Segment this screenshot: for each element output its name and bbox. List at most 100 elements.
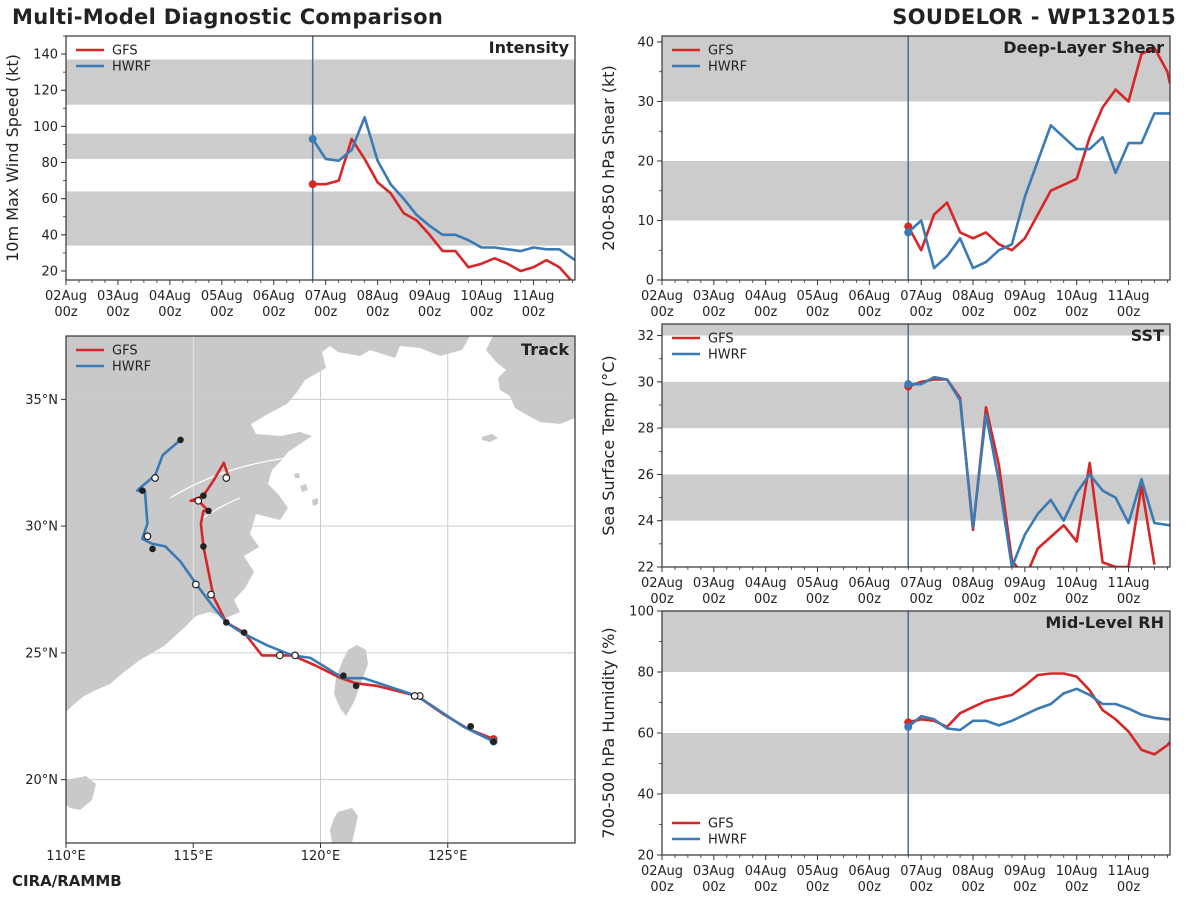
shear-xtick-label: 09Aug <box>1004 289 1046 304</box>
sst-chart: 22242628303202Aug00z03Aug00z04Aug00z05Au… <box>599 323 1171 607</box>
track-ytick-label: 25°N <box>25 646 58 661</box>
rh-panel-title: Mid-Level RH <box>1045 613 1164 632</box>
track-marker-filled-hwrf <box>139 487 146 494</box>
sst-xtick-label: 10Aug <box>1056 576 1098 591</box>
sst-xtick-label: 07Aug <box>900 576 942 591</box>
track-marker-filled-hwrf <box>149 545 156 553</box>
sst-xtick-label: 00z <box>806 592 830 607</box>
intensity-xtick-label: 00z <box>54 305 78 320</box>
sst-xtick-label: 03Aug <box>693 576 735 591</box>
intensity-legend-label: HWRF <box>112 60 151 75</box>
rh-xtick-label: 00z <box>1117 880 1141 895</box>
sst-xtick-label: 00z <box>1117 592 1141 607</box>
intensity-legend-label: GFS <box>112 44 138 59</box>
rh-xtick-label: 00z <box>858 880 882 895</box>
shear-ytick-label: 40 <box>637 35 654 50</box>
shear-ytick-label: 30 <box>637 95 654 110</box>
intensity-chart: 2040608010012014002Aug00z03Aug00z04Aug00… <box>3 35 576 320</box>
sst-ytick-label: 32 <box>637 329 654 344</box>
sst-xtick-label: 00z <box>650 592 674 607</box>
track-marker-filled-gfs <box>240 629 248 636</box>
track-marker-filled-gfs <box>200 543 207 550</box>
shear-band <box>662 160 1170 221</box>
sst-series-hwrf <box>908 375 1170 567</box>
shear-legend-label: HWRF <box>708 60 747 75</box>
intensity-xtick-label: 00z <box>210 305 234 320</box>
intensity-xtick-label: 07Aug <box>305 289 347 304</box>
intensity-panel-title: Intensity <box>489 38 570 57</box>
track-frame <box>65 335 576 844</box>
rh-ytick-label: 100 <box>629 605 654 620</box>
track-xtick-label: 120°E <box>301 849 341 864</box>
rh-ytick-label: 20 <box>637 849 654 864</box>
sst-xtick-label: 00z <box>961 592 985 607</box>
shear-xtick-label: 11Aug <box>1108 289 1150 304</box>
rh-legend-label: GFS <box>708 817 734 832</box>
intensity-xtick-label: 00z <box>470 305 494 320</box>
intensity-band <box>66 191 575 246</box>
shear-xtick-label: 00z <box>754 305 778 320</box>
shear-ytick-label: 20 <box>637 154 654 169</box>
sst-ytick-label: 30 <box>637 375 654 390</box>
track-grid <box>66 336 575 843</box>
sst-ytick-label: 24 <box>637 514 654 529</box>
shear-xtick-label: 00z <box>1013 305 1037 320</box>
shear-init-point-gfs <box>904 222 913 231</box>
shear-xtick-label: 06Aug <box>848 289 890 304</box>
rh-xtick-label: 06Aug <box>848 864 890 879</box>
sst-xtick-label: 02Aug <box>641 576 683 591</box>
shear-xtick-label: 00z <box>650 305 674 320</box>
intensity-xtick-label: 00z <box>366 305 390 320</box>
shear-series-hwrf <box>907 112 1170 270</box>
intensity-xtick-label: 00z <box>262 305 286 320</box>
sst-xtick-label: 04Aug <box>745 576 787 591</box>
sst-init-point-hwrf <box>904 380 913 389</box>
rh-series-gfs <box>907 672 1170 756</box>
intensity-xtick-label: 09Aug <box>409 289 451 304</box>
track-ytick-label: 30°N <box>25 520 58 535</box>
shear-ytick-label: 0 <box>646 274 654 289</box>
intensity-xtick-label: 05Aug <box>201 289 243 304</box>
intensity-init-point-hwrf <box>308 135 317 144</box>
intensity-ytick-label: 40 <box>41 228 58 243</box>
intensity-xtick-label: 02Aug <box>45 289 87 304</box>
intensity-series-gfs <box>312 137 573 280</box>
rh-ytick-label: 40 <box>637 788 654 803</box>
intensity-xtick-label: 00z <box>418 305 442 320</box>
shear-xtick-label: 00z <box>702 305 726 320</box>
track-marker-filled-hwrf <box>490 738 497 745</box>
track-marker-open-gfs <box>207 590 215 599</box>
figure-title: Multi-Model Diagnostic Comparison <box>12 5 444 29</box>
sst-band <box>662 381 1170 429</box>
rh-xtick-label: 05Aug <box>797 864 839 879</box>
intensity-ytick-label: 140 <box>33 48 58 63</box>
intensity-band <box>66 133 575 159</box>
shear-xtick-label: 10Aug <box>1056 289 1098 304</box>
track-marker-open-hwrf <box>151 474 159 482</box>
storm-name: SOUDELOR - WP132015 <box>892 5 1176 29</box>
track-panel-title: Track <box>521 340 569 359</box>
rh-xtick-label: 09Aug <box>1004 864 1046 879</box>
shear-xtick-label: 00z <box>961 305 985 320</box>
sst-xtick-label: 05Aug <box>797 576 839 591</box>
intensity-ytick-label: 100 <box>33 120 58 135</box>
credit-label: CIRA/RAMMB <box>12 872 122 890</box>
intensity-xtick-label: 11Aug <box>512 289 554 304</box>
track-chart: 110°E 115°E 120°E 125°E 20°N 25°N 30°N 35°N Trac… <box>25 335 576 864</box>
track-marker-open-gfs <box>222 474 231 482</box>
rh-xtick-label: 00z <box>702 880 726 895</box>
rh-xtick-label: 00z <box>806 880 830 895</box>
track-marker-filled-hwrf <box>177 436 184 444</box>
shear-ylabel: 200-850 hPa Shear (kt) <box>599 65 618 251</box>
shear-xtick-label: 00z <box>858 305 882 320</box>
track-xtick-label: 115°E <box>173 849 213 864</box>
shear-xtick-label: 02Aug <box>641 289 683 304</box>
intensity-ylabel: 10m Max Wind Speed (kt) <box>3 54 22 262</box>
track-marker-open-hwrf <box>191 580 200 589</box>
track-xtick-label: 110°E <box>46 849 86 864</box>
shear-xtick-label: 07Aug <box>900 289 942 304</box>
intensity-series-hwrf <box>311 116 575 262</box>
track-map-land <box>66 336 575 843</box>
track-ytick-label: 20°N <box>25 773 58 788</box>
rh-xtick-label: 00z <box>754 880 778 895</box>
